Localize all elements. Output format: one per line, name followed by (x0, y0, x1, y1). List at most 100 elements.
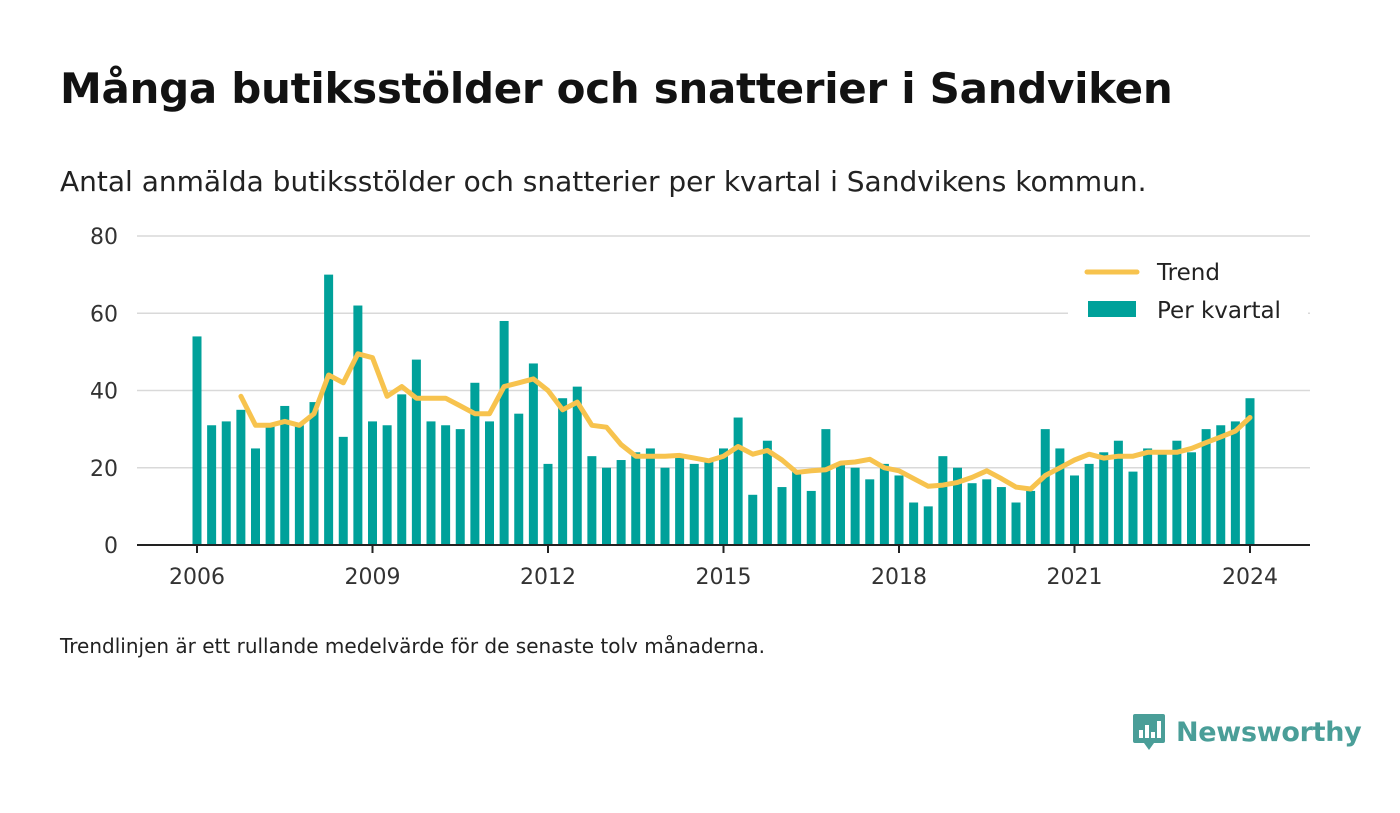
bar (514, 413, 524, 545)
legend-bar-label: Per kvartal (1157, 298, 1281, 324)
bar (192, 336, 202, 545)
bar (689, 463, 699, 545)
x-tick-label: 2021 (1047, 565, 1103, 590)
bar (982, 479, 992, 545)
bar (338, 436, 348, 545)
bar (221, 421, 231, 545)
bar (836, 463, 845, 545)
bar (1157, 452, 1167, 545)
newsworthy-logo-icon (1133, 714, 1165, 750)
bar (865, 479, 875, 545)
y-tick-label: 60 (90, 302, 118, 327)
y-tick-label: 40 (90, 380, 118, 405)
bar (528, 363, 538, 545)
bar (572, 386, 582, 545)
y-tick-label: 20 (90, 457, 118, 482)
bar (645, 448, 655, 545)
bar (1055, 448, 1065, 545)
bar (792, 471, 802, 545)
bar (251, 448, 260, 545)
bar (1143, 448, 1153, 545)
bar (762, 440, 772, 545)
bar (455, 429, 465, 545)
chart-title: Många butiksstölder och snatterier i San… (60, 64, 1173, 113)
x-tick-label: 2009 (345, 565, 401, 590)
bar (631, 452, 641, 545)
x-tick-label: 2015 (696, 565, 752, 590)
trend-series (238, 351, 1253, 492)
bar (923, 506, 933, 545)
bar (397, 394, 407, 545)
bar (1128, 471, 1138, 545)
bar (733, 417, 743, 545)
bar (879, 463, 889, 545)
x-tick-label: 2006 (169, 565, 225, 590)
bar (558, 398, 568, 545)
bar (806, 490, 816, 545)
legend-trend-label: Trend (1156, 260, 1220, 286)
bar (1026, 490, 1036, 545)
bar (894, 475, 904, 545)
bar (1070, 475, 1079, 545)
bar (411, 359, 421, 545)
bar (660, 467, 670, 545)
bar (382, 425, 392, 545)
bar (704, 460, 714, 545)
bar (938, 456, 948, 545)
trend-line (238, 351, 1253, 492)
bar (996, 487, 1006, 545)
bar (470, 382, 480, 545)
bar (280, 405, 290, 545)
y-axis-ticks: 0 20 40 60 80 (90, 225, 118, 559)
y-tick-label: 0 (104, 534, 118, 559)
bar (1113, 440, 1123, 545)
bar (909, 502, 919, 545)
bar (1011, 502, 1021, 545)
chart-subtitle: Antal anmälda butiksstölder och snatteri… (60, 165, 1147, 198)
bar (719, 448, 728, 545)
x-tick-label: 2024 (1222, 565, 1278, 590)
bar (499, 320, 509, 545)
bar (426, 421, 436, 545)
bar (353, 305, 363, 545)
bar (324, 274, 334, 545)
bar (1216, 425, 1226, 545)
bar (1099, 452, 1109, 545)
bar (265, 425, 275, 545)
bar (967, 483, 977, 545)
bar (821, 429, 831, 545)
bar (1187, 452, 1196, 545)
bar (368, 421, 377, 545)
bar (953, 467, 962, 545)
bar (1172, 440, 1182, 545)
x-tick-label: 2012 (520, 565, 576, 590)
bar (1245, 398, 1255, 545)
bar (1040, 429, 1050, 545)
legend: Trend Per kvartal (1068, 252, 1308, 340)
bar (294, 425, 304, 545)
bar (1084, 463, 1094, 545)
bar (236, 409, 246, 545)
bar (850, 467, 860, 545)
footnote: Trendlinjen är ett rullande medelvärde f… (60, 634, 766, 658)
bar (777, 487, 787, 545)
legend-bar-swatch (1088, 301, 1136, 317)
bar-series (192, 274, 1255, 545)
bar (675, 456, 685, 545)
bar (748, 494, 758, 545)
x-axis-ticks: 2006 2009 2012 2015 2018 2021 2024 (169, 545, 1278, 590)
bar (543, 463, 553, 545)
newsworthy-logo[interactable]: Newsworthy (1132, 712, 1362, 752)
y-tick-label: 80 (90, 225, 118, 250)
bar (616, 460, 626, 545)
bar (207, 425, 217, 545)
bar (602, 467, 611, 545)
bar (1201, 429, 1211, 545)
legend-background (1068, 252, 1308, 340)
bar (441, 425, 451, 545)
newsworthy-logo-text: Newsworthy (1176, 716, 1362, 748)
bar (309, 402, 319, 545)
bar (485, 421, 494, 545)
bar (1230, 421, 1240, 545)
